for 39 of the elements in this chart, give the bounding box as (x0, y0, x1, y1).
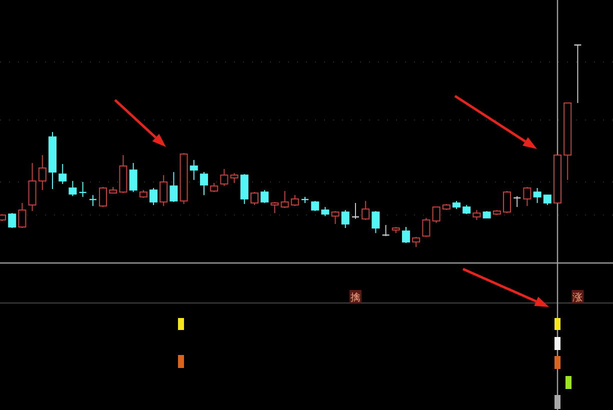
candlestick (260, 190, 269, 204)
candlestick (38, 154, 46, 191)
candlestick (250, 192, 258, 206)
text: 涨 (572, 292, 583, 304)
candlestick (170, 172, 178, 202)
candlestick (311, 200, 320, 212)
candlestick (341, 210, 350, 229)
candlestick (190, 159, 198, 180)
candlestick (462, 204, 471, 215)
candlestick (412, 236, 420, 248)
candlestick (290, 194, 299, 206)
candlestick (240, 174, 248, 204)
candlestick (200, 172, 208, 196)
candlestick (8, 212, 16, 229)
candlestick (68, 180, 77, 197)
candlestick (362, 200, 370, 220)
candlestick (533, 188, 542, 204)
candlestick (422, 217, 430, 238)
candlestick (331, 210, 340, 224)
candlestick (210, 182, 218, 193)
candlestick (58, 163, 67, 184)
candlestick (523, 186, 532, 206)
candlestick (372, 210, 380, 234)
candlestick (230, 172, 238, 184)
candlestick (160, 174, 168, 206)
text: 擒 (350, 292, 360, 304)
candlestick (99, 186, 107, 208)
candlestick (129, 162, 138, 193)
candlestick (402, 226, 410, 244)
candlestick (280, 190, 289, 209)
candlestick (432, 206, 440, 224)
candlestick (220, 168, 228, 186)
candlestick (472, 210, 481, 220)
candlestick (270, 201, 279, 214)
candlestick (150, 188, 158, 206)
candlestick (18, 202, 26, 229)
candlestick (321, 206, 330, 217)
candlestick (503, 190, 511, 214)
candlestick (543, 194, 552, 206)
